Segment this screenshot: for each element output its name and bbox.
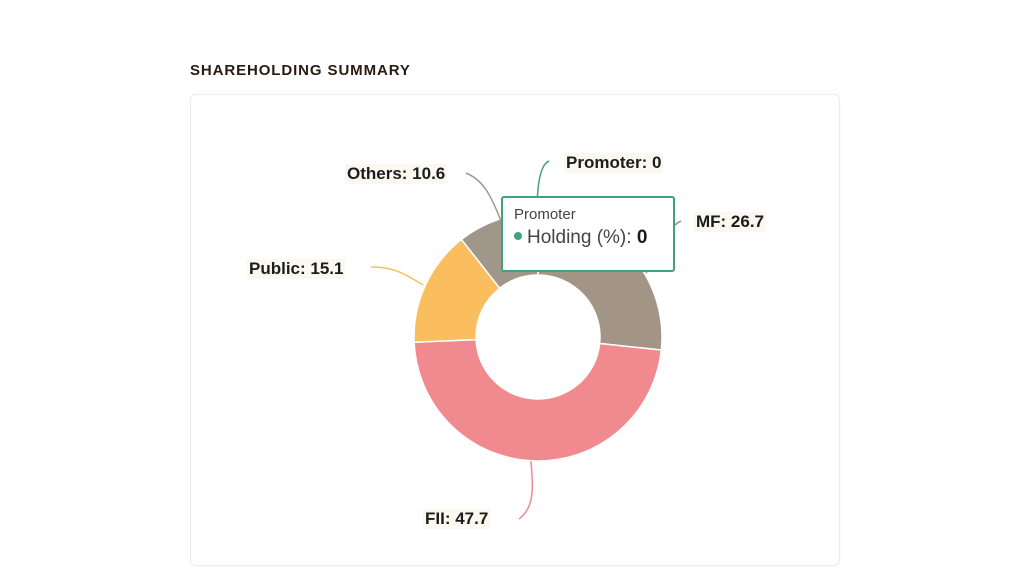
label-others: Others: 10.6 (345, 164, 448, 184)
tooltip-dot-icon (514, 231, 522, 240)
tooltip-row: Holding (%): 0 (514, 227, 663, 249)
label-mf: MF: 26.7 (694, 212, 767, 232)
slice-fii[interactable] (413, 338, 663, 462)
section-title: SHAREHOLDING SUMMARY (190, 62, 411, 79)
label-public: Public: 15.1 (247, 259, 346, 279)
leader-line-others (465, 172, 502, 222)
tooltip-title: Promoter (514, 206, 576, 223)
label-fii: FII: 47.7 (423, 509, 491, 529)
label-promoter: Promoter: 0 (564, 153, 664, 173)
chart-tooltip: Promoter Holding (%): 0 (501, 196, 675, 272)
tooltip-series-name: Holding (%) (527, 227, 627, 248)
tooltip-value: 0 (636, 227, 648, 248)
leader-line-public (370, 266, 424, 286)
leader-line-fii (518, 460, 534, 520)
shareholding-card: Promoter: 0 MF: 26.7 FII: 47.7 Public: 1… (190, 94, 840, 566)
donut-chart (370, 160, 682, 520)
